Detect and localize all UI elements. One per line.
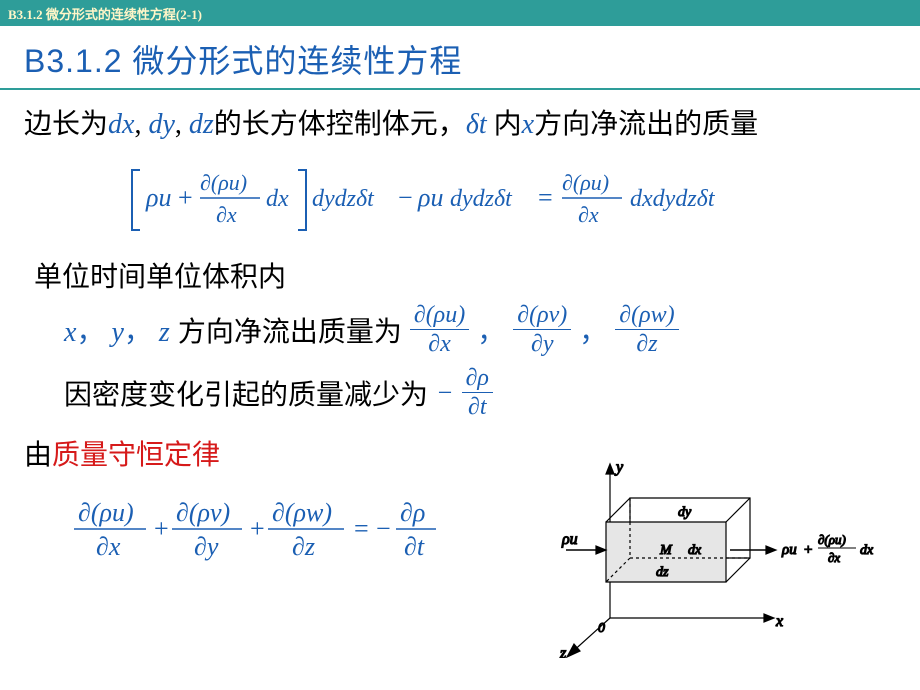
svg-text:−: − bbox=[398, 183, 413, 212]
dx-label: dx bbox=[688, 543, 702, 558]
svg-text:=: = bbox=[354, 514, 369, 543]
svg-text:dxdydzδt: dxdydzδt bbox=[630, 186, 716, 212]
axis-y-label: y bbox=[614, 459, 624, 476]
dy: dy bbox=[148, 109, 174, 140]
t: 的长方体控制体元， bbox=[214, 109, 466, 140]
svg-text:ρu: ρu bbox=[145, 183, 171, 212]
t: 方向净流出的质量 bbox=[534, 109, 758, 140]
svg-text:∂(ρv): ∂(ρv) bbox=[176, 498, 230, 527]
intro-line: 边长为dx, dy, dz的长方体控制体元，δt 内x方向净流出的质量 bbox=[24, 104, 896, 146]
minus: − bbox=[436, 378, 454, 408]
svg-text:=: = bbox=[538, 183, 553, 212]
den: ∂z bbox=[615, 330, 678, 356]
svg-text:+: + bbox=[154, 514, 169, 543]
c: ， bbox=[579, 310, 607, 350]
c: ， bbox=[124, 317, 152, 348]
svg-text:+: + bbox=[250, 514, 265, 543]
den: ∂y bbox=[513, 330, 571, 356]
svg-text:ρu: ρu bbox=[417, 183, 443, 212]
svg-text:∂x: ∂x bbox=[828, 550, 840, 565]
emph: 质量守恒定律 bbox=[52, 440, 220, 471]
dz: dz bbox=[189, 109, 214, 140]
y: y bbox=[111, 317, 123, 348]
M-label: M bbox=[659, 543, 673, 558]
svg-text:∂(ρu): ∂(ρu) bbox=[818, 532, 846, 547]
svg-text:∂(ρu): ∂(ρu) bbox=[200, 170, 247, 195]
section-2-heading: 单位时间单位体积内 bbox=[24, 255, 896, 295]
x: x bbox=[522, 109, 534, 140]
svg-text:∂(ρw): ∂(ρw) bbox=[272, 498, 332, 527]
z: z bbox=[159, 317, 170, 348]
sep: , bbox=[175, 109, 189, 140]
equation-1: ρu + ∂(ρu) ∂x dx dydzδt − ρu dydzδt = ∂(… bbox=[24, 164, 896, 241]
num: ∂ρ bbox=[462, 366, 493, 393]
x: x bbox=[64, 317, 76, 348]
svg-text:−: − bbox=[376, 514, 391, 543]
svg-text:+: + bbox=[804, 542, 812, 558]
svg-text:∂y: ∂y bbox=[194, 532, 219, 561]
svg-text:∂ρ: ∂ρ bbox=[400, 498, 425, 527]
svg-text:+: + bbox=[178, 183, 193, 212]
svg-text:∂z: ∂z bbox=[292, 532, 315, 561]
t: 由 bbox=[24, 440, 52, 471]
title-row: B3.1.2 微分形式的连续性方程 bbox=[0, 26, 920, 90]
num: ∂(ρu) bbox=[410, 303, 469, 330]
eq1-svg: ρu + ∂(ρu) ∂x dx dydzδt − ρu dydzδt = ∂(… bbox=[120, 164, 800, 236]
svg-text:ρu: ρu bbox=[781, 542, 797, 558]
dy-label: dy bbox=[678, 505, 692, 520]
sep: , bbox=[134, 109, 148, 140]
rho-u-left: ρu bbox=[561, 531, 578, 548]
frac-du-dx: ∂(ρu) ∂x bbox=[410, 303, 469, 356]
num: ∂(ρv) bbox=[513, 303, 571, 330]
svg-text:∂x: ∂x bbox=[216, 202, 237, 227]
svg-text:∂x: ∂x bbox=[578, 202, 599, 227]
origin-label: 0 bbox=[598, 621, 605, 636]
svg-text:∂t: ∂t bbox=[404, 532, 425, 561]
t: 因密度变化引起的质量减少为 bbox=[64, 373, 428, 413]
frac-dw-dz: ∂(ρw) ∂z bbox=[615, 303, 678, 356]
t: 方向净流出质量为 bbox=[178, 310, 402, 350]
density-line: 因密度变化引起的质量减少为 − ∂ρ ∂t bbox=[24, 366, 896, 419]
frac-drho-dt: ∂ρ ∂t bbox=[462, 366, 493, 419]
axis-z-label: z bbox=[559, 645, 567, 658]
axis-x-label: x bbox=[775, 613, 783, 630]
control-volume-diagram: y x z 0 M dx dy dz ρu ρu + bbox=[510, 458, 890, 658]
flux-line: x， y， z 方向净流出质量为 ∂(ρu) ∂x ， ∂(ρv) ∂y ， ∂… bbox=[24, 303, 896, 356]
dt: δt bbox=[466, 109, 487, 140]
den: ∂t bbox=[462, 393, 493, 419]
dz-label: dz bbox=[656, 565, 669, 580]
rho-u-right: ρu + ∂(ρu) ∂x dx bbox=[781, 532, 874, 565]
c: ， bbox=[76, 317, 104, 348]
num: ∂(ρw) bbox=[615, 303, 678, 330]
t: 边长为 bbox=[24, 109, 108, 140]
svg-text:dx: dx bbox=[266, 186, 289, 212]
dx: dx bbox=[108, 109, 134, 140]
eq2-svg: ∂(ρu) ∂x + ∂(ρv) ∂y + ∂(ρw) ∂z = − ∂ρ ∂t bbox=[74, 495, 494, 565]
svg-text:dydzδt: dydzδt bbox=[450, 186, 513, 212]
header-text: B3.1.2 微分形式的连续性方程(2-1) bbox=[8, 7, 202, 22]
t: 内 bbox=[487, 109, 522, 140]
svg-text:dydzδt: dydzδt bbox=[312, 186, 375, 212]
svg-text:∂(ρu): ∂(ρu) bbox=[562, 170, 609, 195]
den: ∂x bbox=[410, 330, 469, 356]
svg-text:∂x: ∂x bbox=[96, 532, 121, 561]
slide-header: B3.1.2 微分形式的连续性方程(2-1) bbox=[0, 0, 920, 26]
svg-text:∂(ρu): ∂(ρu) bbox=[78, 498, 134, 527]
frac-dv-dy: ∂(ρv) ∂y bbox=[513, 303, 571, 356]
c: ， bbox=[477, 310, 505, 350]
svg-text:dx: dx bbox=[860, 543, 874, 558]
slide-title: B3.1.2 微分形式的连续性方程 bbox=[24, 43, 462, 79]
